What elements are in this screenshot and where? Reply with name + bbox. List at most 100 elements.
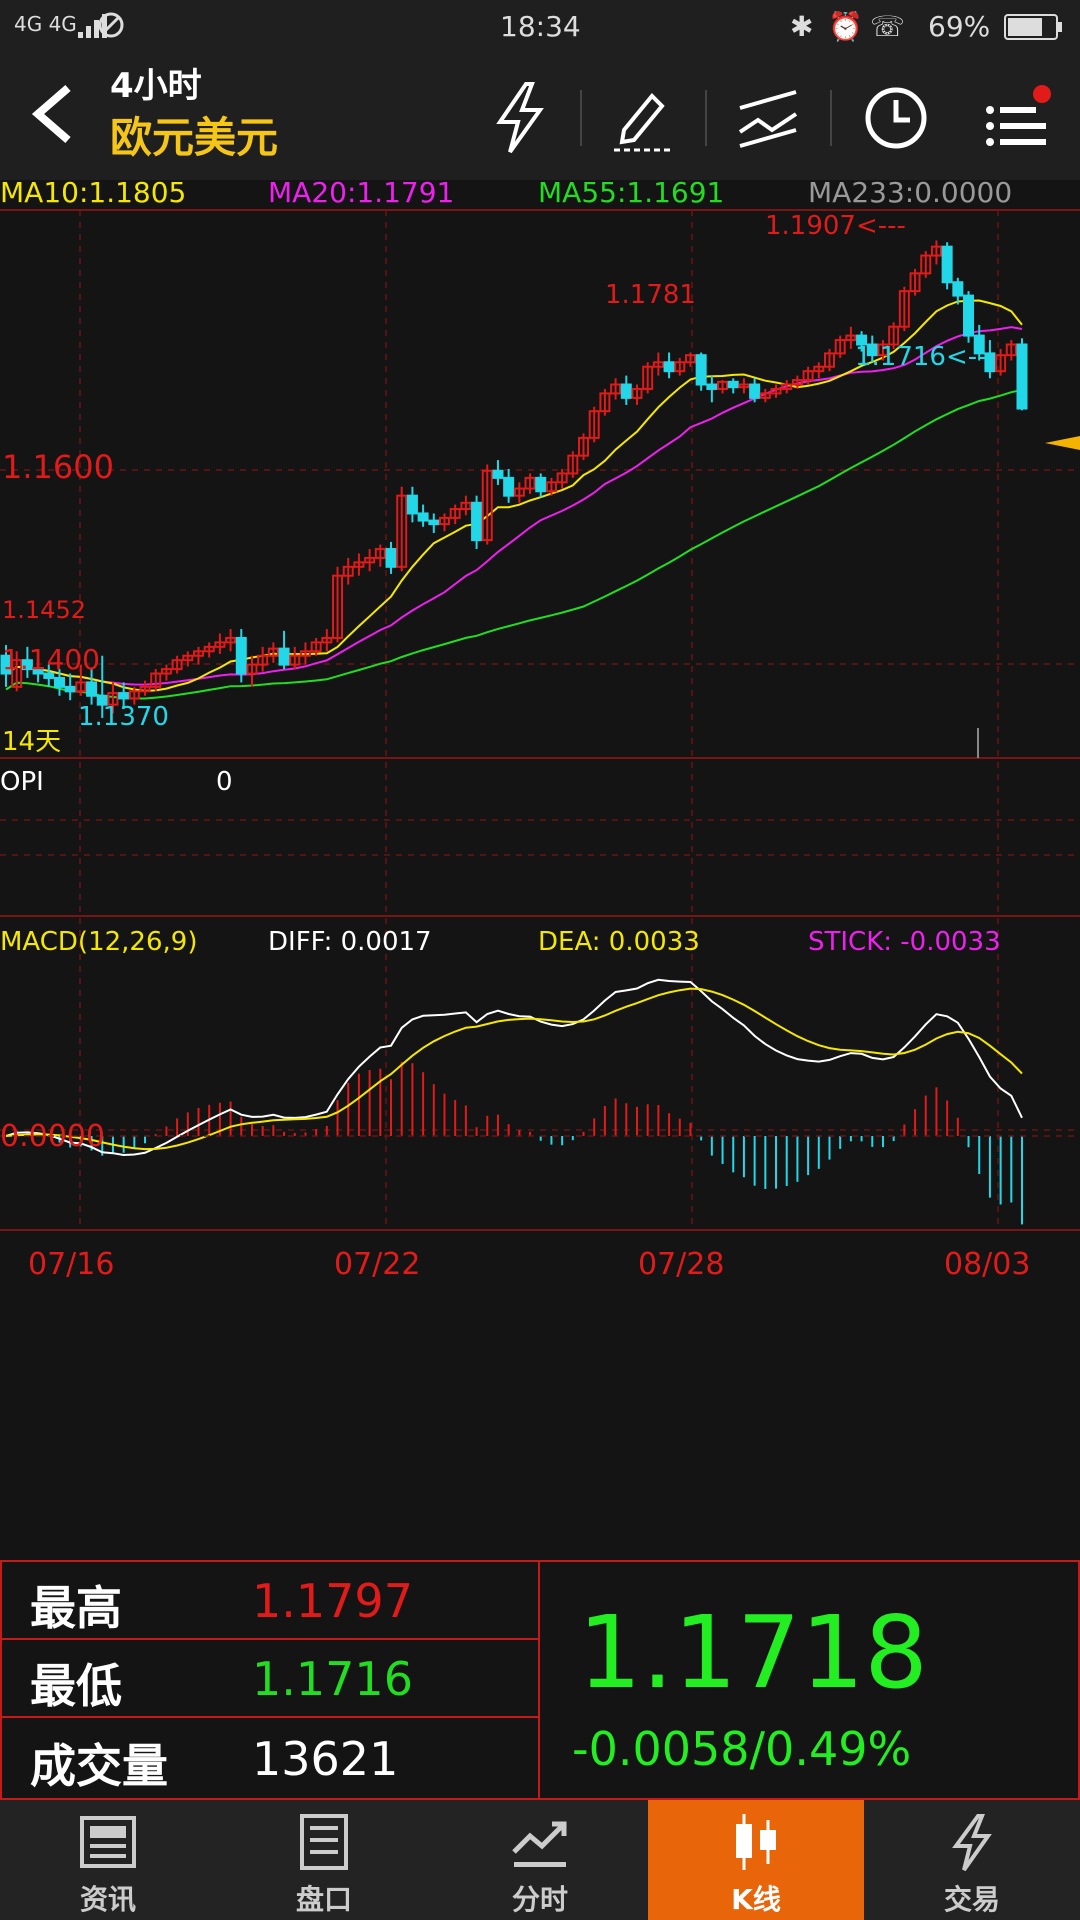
macd-histogram — [15, 1061, 1023, 1225]
low-row: 最低 1.1716 — [0, 1638, 540, 1718]
tab-trade[interactable]: 交易 — [864, 1800, 1080, 1920]
menu-button[interactable] — [978, 78, 1058, 158]
candle-body — [353, 561, 365, 568]
ma20-line — [5, 326, 1023, 686]
tab-label: 资讯 — [79, 1883, 136, 1916]
macd-zero-label: 0.0000 — [0, 1119, 105, 1154]
signal-icon — [76, 10, 116, 47]
candle-body — [599, 392, 611, 413]
candle-body — [96, 694, 108, 706]
candle-body — [813, 365, 825, 373]
candle-body — [995, 354, 1007, 373]
candle-body — [267, 647, 279, 657]
candle-body — [374, 548, 386, 559]
tab-orderbook[interactable]: 盘口 — [216, 1800, 432, 1920]
candle-body — [299, 650, 311, 657]
opi-label: OPI — [0, 767, 44, 797]
ma55-path — [5, 388, 1023, 700]
ma233-label: MA233:0.0000 — [808, 180, 1012, 209]
price-gridline-label: 1.1600 — [2, 448, 114, 486]
diff-label: DIFF: 0.0017 — [268, 927, 432, 957]
candle-body — [278, 647, 290, 666]
ma55-line — [5, 388, 1023, 700]
candle-body — [160, 668, 172, 675]
low-annotation: 1.1716<--- — [855, 342, 996, 372]
trend-chart-icon — [512, 1821, 567, 1867]
high-value: 1.1797 — [252, 1574, 413, 1628]
candle-body — [738, 383, 750, 389]
candle-body — [556, 472, 568, 484]
candle-body — [64, 685, 76, 693]
candle-body — [364, 556, 376, 564]
ma20-label: MA20:1.1791 — [268, 180, 454, 209]
candle-body — [0, 654, 12, 675]
candle-body — [684, 354, 696, 364]
tab-intraday[interactable]: 分时 — [432, 1800, 648, 1920]
stick-label: STICK: -0.0033 — [808, 927, 1001, 957]
mid-high-annotation: 1.1781 — [605, 280, 696, 310]
candle-body — [930, 245, 942, 257]
x-label-2: 07/28 — [638, 1247, 724, 1282]
candle-body — [53, 676, 65, 688]
candle-body — [471, 501, 483, 542]
divider — [705, 90, 707, 146]
candle-body — [171, 659, 183, 671]
candle-body — [578, 436, 590, 457]
candle-body — [545, 481, 557, 493]
menu-list-icon — [986, 85, 1051, 146]
candle-body — [342, 565, 354, 577]
volume-label: 成交量 — [30, 1739, 168, 1793]
candle-body — [107, 692, 119, 706]
candle-body — [695, 354, 707, 386]
tab-news[interactable]: 资讯 — [0, 1800, 216, 1920]
dea-path — [5, 987, 1023, 1151]
last-price-box: 1.1718 -0.0058/0.49% — [538, 1560, 1080, 1800]
lightning-icon — [952, 1814, 992, 1872]
candle-body — [791, 379, 803, 386]
ma55-label: MA55:1.1691 — [538, 180, 724, 209]
diff-path — [5, 978, 1023, 1157]
candle-body — [856, 334, 868, 346]
ma10-label: MA10:1.1805 — [0, 180, 186, 209]
candle-body — [909, 272, 921, 293]
candle-body — [513, 487, 525, 497]
lightning-icon — [496, 82, 544, 154]
candle-body — [150, 672, 162, 688]
draw-tool-button[interactable] — [604, 78, 684, 158]
flash-trade-button[interactable] — [480, 78, 560, 158]
opi-value: 0 — [216, 767, 233, 797]
call-icon: ☏ — [870, 10, 906, 43]
candle-body — [706, 383, 718, 390]
indicator-button[interactable] — [728, 78, 808, 158]
tab-label: 分时 — [511, 1883, 568, 1916]
price-change: -0.0058/0.49% — [572, 1722, 912, 1776]
candle-body — [289, 654, 301, 666]
candle-body — [802, 370, 814, 382]
kline-chart[interactable]: MA10:1.1805 MA20:1.1791 MA55:1.1691 MA23… — [0, 180, 1080, 1560]
notification-dot — [1033, 85, 1051, 103]
high-label: 最高 — [30, 1581, 122, 1635]
candle-body — [235, 636, 247, 675]
candle-body — [118, 692, 130, 700]
x-label-0: 07/16 — [28, 1247, 114, 1282]
document-icon — [300, 1814, 348, 1870]
period-button[interactable] — [856, 78, 936, 158]
candle-body — [503, 476, 515, 497]
candle-body — [963, 294, 975, 337]
candle-body — [898, 290, 910, 328]
candle-body — [642, 365, 654, 390]
candle-body — [674, 361, 686, 373]
candle-body — [1016, 343, 1028, 410]
ma10-path — [5, 299, 1023, 692]
back-button[interactable] — [28, 82, 76, 146]
candle-body — [823, 352, 835, 368]
top-header: 4小时 欧元美元 — [0, 52, 1080, 180]
candle-body — [759, 392, 771, 399]
candle-body — [321, 636, 333, 644]
days-label: 14天 — [2, 727, 61, 757]
tab-kline[interactable]: K线 — [648, 1800, 864, 1920]
trend-lines-icon — [738, 90, 798, 148]
candle-body — [396, 494, 408, 568]
candle-body — [770, 387, 782, 395]
candle-body — [717, 380, 729, 390]
